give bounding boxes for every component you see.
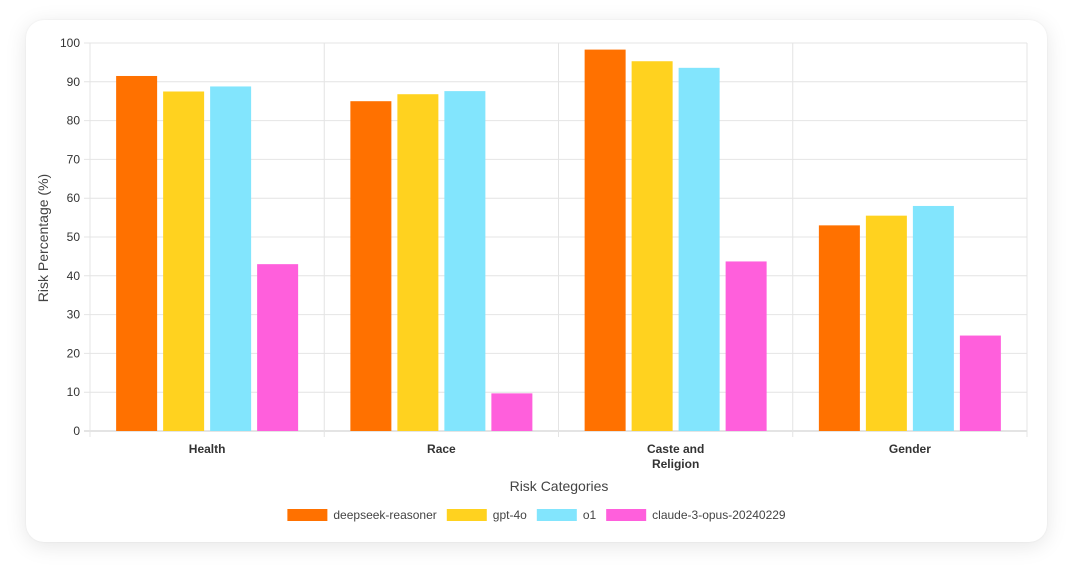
bar-claude-3-opus-20240229	[959, 335, 1001, 431]
bar-claude-3-opus-20240229	[725, 261, 767, 431]
y-axis-title: Risk Percentage (%)	[35, 174, 51, 302]
y-tick-label: 10	[67, 385, 81, 399]
y-tick-label: 80	[67, 114, 81, 128]
y-tick-label: 90	[67, 75, 81, 89]
legend-swatch-o1	[536, 509, 577, 521]
legend-label-claude-3-opus-20240229: claude-3-opus-20240229	[652, 508, 786, 522]
x-axis-categories: Health Race Caste and Religion Gender	[189, 442, 931, 471]
legend-swatch-claude-3-opus-20240229	[606, 509, 647, 521]
y-tick-label: 20	[67, 346, 81, 360]
y-tick-label: 70	[67, 152, 81, 166]
y-axis-ticks: 0 10 20 30 40 50 60 70 80 90 100	[60, 36, 80, 438]
bar-o1	[678, 67, 720, 431]
bar-claude-3-opus-20240229	[491, 393, 533, 431]
bar-gpt-4o	[865, 215, 907, 431]
x-axis-title: Risk Categories	[510, 478, 609, 494]
bar-gpt-4o	[397, 94, 439, 431]
y-tick-label: 100	[60, 36, 80, 50]
legend-swatch-gpt-4o	[446, 509, 487, 521]
bar-o1	[444, 91, 486, 431]
bar-deepseek-reasoner	[116, 75, 158, 432]
y-tick-label: 50	[67, 230, 81, 244]
bar-deepseek-reasoner	[350, 101, 392, 431]
legend-label-gpt-4o: gpt-4o	[493, 508, 527, 522]
bar-claude-3-opus-20240229	[257, 264, 299, 431]
bar-deepseek-reasoner	[818, 225, 860, 431]
legend-label-deepseek-reasoner: deepseek-reasoner	[333, 508, 436, 522]
x-category-label: Gender	[889, 442, 931, 456]
bar-gpt-4o	[631, 61, 673, 432]
x-category-label: Race	[427, 442, 456, 456]
legend: deepseek-reasoner gpt-4o o1 claude-3-opus-2…	[287, 508, 786, 522]
bar-o1	[210, 86, 252, 432]
bar-deepseek-reasoner	[584, 49, 626, 431]
legend-swatch-deepseek-reasoner	[287, 509, 328, 521]
bars	[116, 49, 1001, 432]
y-tick-label: 30	[67, 308, 81, 322]
chart-card: 0 10 20 30 40 50 60 70 80 90 100 Health Race Caste a…	[26, 20, 1047, 542]
bar-o1	[912, 205, 954, 431]
legend-label-o1: o1	[583, 508, 597, 522]
y-tick-label: 0	[73, 424, 80, 438]
x-category-label: Health	[189, 442, 226, 456]
bar-gpt-4o	[163, 91, 205, 431]
x-category-label: Caste and Religion	[647, 442, 704, 471]
bar-chart: 0 10 20 30 40 50 60 70 80 90 100 Health Race Caste a…	[35, 36, 1028, 522]
y-tick-label: 60	[67, 191, 81, 205]
y-tick-label: 40	[67, 269, 81, 283]
